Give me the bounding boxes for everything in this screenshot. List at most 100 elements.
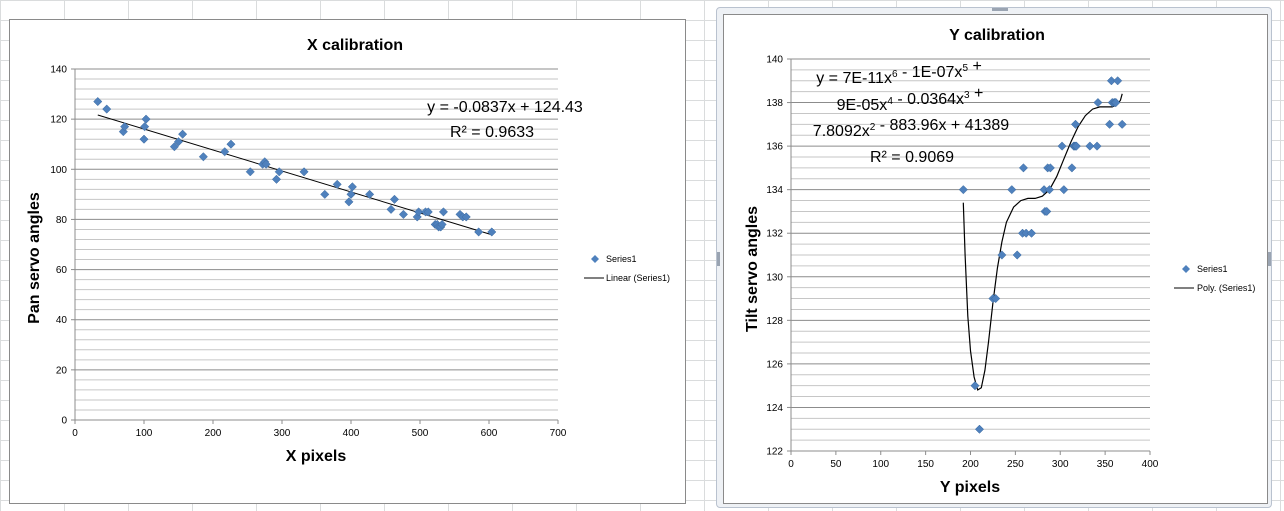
x-tick-label: 350	[1097, 459, 1114, 470]
resize-handle-left[interactable]	[717, 252, 720, 266]
data-point	[93, 97, 103, 107]
y-axis-title: Tilt servo angles	[744, 206, 761, 332]
data-point	[1070, 119, 1081, 129]
data-point	[1106, 76, 1116, 86]
data-point	[346, 189, 356, 199]
data-point	[389, 194, 400, 204]
data-point	[140, 122, 150, 132]
trendline-equation: y = -0.0837x + 124.43	[427, 99, 583, 116]
data-point	[120, 122, 130, 132]
y-tick-label: 138	[766, 98, 783, 109]
resize-handle-top[interactable]	[992, 8, 1008, 11]
data-point	[1113, 76, 1123, 86]
data-point	[1057, 141, 1067, 151]
legend-marker-series1	[591, 255, 599, 263]
y-tick-label: 126	[766, 359, 783, 370]
data-point	[1026, 228, 1037, 238]
y-tick-label: 60	[56, 265, 68, 276]
x-tick-label: 50	[830, 459, 842, 470]
data-point	[1105, 119, 1115, 129]
data-point	[1018, 163, 1029, 173]
data-point	[245, 167, 255, 177]
y-tick-label: 100	[50, 165, 67, 176]
x-tick-label: 200	[962, 459, 979, 470]
x-tick-label: 250	[1007, 459, 1024, 470]
data-point	[139, 134, 149, 144]
data-point	[173, 137, 184, 147]
y-calibration-svg: Y calibration 122 124 126 128 130 132 134 136 13…	[744, 27, 1255, 496]
data-point	[332, 179, 342, 189]
data-point	[423, 207, 433, 217]
y-tick-label: 124	[766, 403, 783, 414]
data-point	[1067, 163, 1077, 173]
data-point	[1045, 163, 1055, 173]
data-point	[438, 207, 449, 217]
data-point	[1111, 98, 1121, 108]
y-tick-label: 132	[766, 229, 783, 240]
x-tick-label: 400	[343, 428, 360, 439]
y-tick-label: 128	[766, 316, 783, 327]
data-point	[970, 381, 980, 391]
data-point	[141, 114, 151, 124]
x-tick-label: 500	[412, 428, 429, 439]
chart-title: X calibration	[307, 37, 403, 54]
y-tick-label: 136	[766, 142, 783, 153]
data-point	[344, 197, 354, 207]
trendline-r-squared: R² = 0.9069	[870, 149, 954, 166]
data-point	[274, 167, 284, 177]
y-tick-label: 134	[766, 185, 783, 196]
data-point	[414, 207, 424, 217]
trendline-equation: y = 7E-11x6 - 1E-07x5 +9E-05x4 - 0.0364x…	[813, 58, 1009, 140]
x-tick-label: 0	[72, 428, 78, 439]
data-point	[261, 159, 271, 169]
x-tick-label: 300	[274, 428, 291, 439]
data-point	[1042, 206, 1052, 216]
data-point	[299, 167, 309, 177]
trendline-equation-line: 7.8092x2 - 883.96x + 41389	[813, 117, 1009, 140]
data-point	[991, 294, 1001, 304]
data-point	[1071, 141, 1081, 151]
data-point	[1092, 141, 1102, 151]
x-tick-label: 200	[205, 428, 222, 439]
x-tick-label: 100	[136, 428, 153, 439]
data-point	[198, 152, 208, 162]
y-tick-label: 122	[766, 447, 783, 458]
data-point	[461, 212, 471, 222]
x-tick-label: 300	[1052, 459, 1069, 470]
data-point	[1059, 185, 1069, 195]
y-tick-label: 140	[50, 65, 67, 76]
data-point	[474, 227, 484, 237]
x-axis-title: Y pixels	[940, 479, 1000, 496]
x-tick-label: 700	[550, 428, 567, 439]
y-axis-title: Pan servo angles	[26, 192, 43, 324]
y-tick-label: 140	[766, 55, 783, 66]
y-tick-label: 130	[766, 272, 783, 283]
data-point	[178, 129, 188, 139]
chart-title: Y calibration	[949, 27, 1045, 44]
data-point	[271, 174, 282, 184]
x-tick-label: 600	[481, 428, 498, 439]
data-point	[1093, 98, 1103, 108]
data-point	[347, 182, 357, 192]
data-point	[169, 142, 179, 152]
data-point	[412, 212, 422, 222]
x-calibration-svg: X calibration 0 20 40 60 80 100 120 140 0 100 200 3…	[26, 37, 670, 465]
legend-marker-series1	[1182, 265, 1190, 273]
x-calibration-chart[interactable]: X calibration 0 20 40 60 80 100 120 140 0 100 200 3…	[9, 19, 686, 504]
y-tick-label: 120	[50, 115, 67, 126]
data-point	[398, 209, 408, 219]
trendline-equation-line: y = 7E-11x6 - 1E-07x5 +	[816, 58, 982, 87]
legend-label-trendline: Poly. (Series1)	[1197, 283, 1255, 293]
data-point	[320, 189, 330, 199]
trendline	[97, 114, 492, 236]
resize-handle-right[interactable]	[1268, 252, 1271, 266]
data-point	[1007, 185, 1017, 195]
data-point	[226, 139, 236, 149]
y-calibration-chart[interactable]: Y calibration 122 124 126 128 130 132 134 136 13…	[723, 14, 1268, 504]
data-point	[102, 104, 112, 114]
x-axis-title: X pixels	[286, 448, 347, 465]
x-tick-label: 400	[1142, 459, 1159, 470]
data-point	[1012, 250, 1022, 260]
y-tick-label: 0	[61, 416, 67, 427]
legend-label-series1: Series1	[606, 254, 637, 264]
